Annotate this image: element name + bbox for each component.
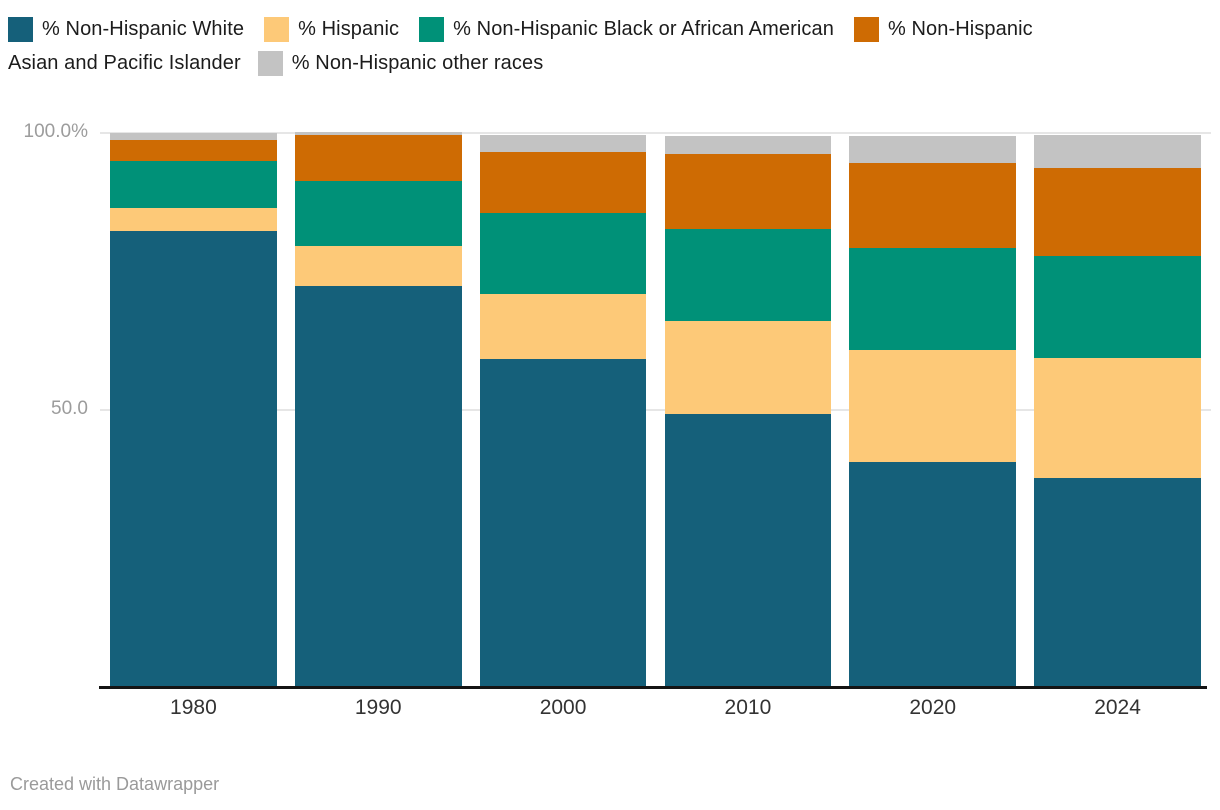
stacked-bar-2024 xyxy=(1034,133,1201,687)
legend-row-2: Asian and Pacific Islander % Non-Hispani… xyxy=(8,47,1212,80)
y-axis-tick-100: 100.0% xyxy=(23,121,88,142)
bar-segment xyxy=(849,135,1017,164)
bar-segment xyxy=(294,285,462,687)
bar-segment xyxy=(1034,357,1201,478)
nh-white-swatch-icon xyxy=(8,17,33,42)
chart-legend: % Non-Hispanic White % Hispanic % Non-Hi… xyxy=(8,13,1212,80)
bar-segment xyxy=(479,151,647,213)
nh-other-swatch-icon xyxy=(257,51,283,76)
nh-asian-swatch-icon xyxy=(853,17,879,42)
stacked-bar-1980 xyxy=(110,133,277,687)
bar-segment xyxy=(110,231,277,687)
bar-segment xyxy=(849,462,1017,687)
nh-black-swatch-icon xyxy=(419,17,445,42)
x-axis-labels: 1980 1990 2000 2010 2020 2024 xyxy=(100,696,1211,724)
x-axis-label-2010: 2010 xyxy=(724,696,772,719)
bar-segment xyxy=(664,228,832,322)
legend-row-1: % Non-Hispanic White % Hispanic % Non-Hi… xyxy=(8,13,1212,46)
hispanic-swatch-icon xyxy=(264,17,290,42)
bar-segment xyxy=(110,133,277,141)
x-axis-line xyxy=(99,686,1207,689)
legend-item-label: % Non-Hispanic xyxy=(887,18,1033,40)
bar-segment xyxy=(110,208,277,232)
x-axis-label-2024: 2024 xyxy=(1094,696,1141,719)
bar-segment xyxy=(110,140,277,161)
bar-segment xyxy=(1034,256,1201,358)
datawrapper-credit-link[interactable]: Created with Datawrapper xyxy=(10,774,220,794)
bar-segment xyxy=(294,246,462,286)
bar-segment xyxy=(664,135,832,155)
x-axis-label-2020: 2020 xyxy=(909,696,957,719)
plot-area xyxy=(100,132,1211,687)
bar-segment xyxy=(1034,135,1201,169)
x-axis-label-2000: 2000 xyxy=(539,696,587,719)
bar-segment xyxy=(110,160,277,209)
bar-segment xyxy=(294,135,462,181)
legend-item-label: % Non-Hispanic other races xyxy=(291,52,544,74)
bar-segment xyxy=(479,134,647,152)
legend-item-nh-other: % Non-Hispanic other races xyxy=(257,51,544,76)
legend-item-nh-white: % Non-Hispanic White xyxy=(8,17,244,42)
legend-item-nh-asian-wrapped-text: Asian and Pacific Islander xyxy=(8,52,241,74)
stacked-bar-1990 xyxy=(294,132,462,687)
legend-item-label: % Hispanic xyxy=(298,18,400,40)
legend-item-label: % Non-Hispanic White xyxy=(42,18,245,40)
gridline-50 xyxy=(100,409,1211,411)
stacked-bar-2000 xyxy=(479,133,647,687)
gridline-100 xyxy=(100,132,1211,134)
bar-segment xyxy=(849,163,1017,249)
bar-segment xyxy=(479,359,647,687)
bar-segment xyxy=(664,413,832,687)
legend-item-hispanic: % Hispanic xyxy=(264,17,399,42)
bar-segment xyxy=(664,154,832,229)
bar-segment xyxy=(294,180,462,247)
bar-segment xyxy=(1034,477,1201,687)
stacked-bar-2010 xyxy=(664,133,832,687)
legend-item-label: % Non-Hispanic Black or African American xyxy=(453,18,834,40)
bar-segment xyxy=(849,350,1017,463)
legend-item-nh-asian: % Non-Hispanic xyxy=(853,17,1033,42)
bar-segment xyxy=(1034,168,1201,256)
x-axis-label-1980: 1980 xyxy=(170,696,217,719)
bar-segment xyxy=(479,294,647,360)
bar-segment xyxy=(849,248,1017,351)
y-axis-tick-50: 50.0 xyxy=(51,398,88,419)
x-axis-label-1990: 1990 xyxy=(354,696,402,719)
stacked-bar-2020 xyxy=(849,133,1017,687)
legend-item-nh-black: % Non-Hispanic Black or African American xyxy=(419,17,834,42)
bar-segment xyxy=(294,132,462,136)
bar-segment xyxy=(664,321,832,414)
bar-segment xyxy=(479,212,647,295)
